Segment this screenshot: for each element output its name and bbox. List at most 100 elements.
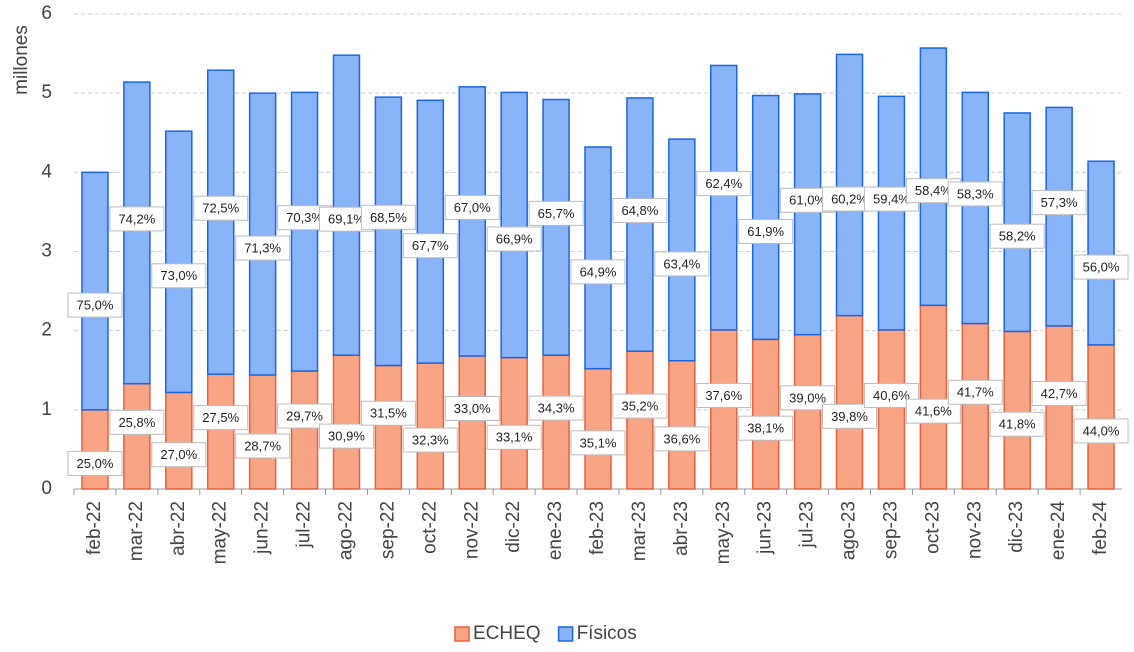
label-box <box>570 430 626 456</box>
data-label: 37,6% <box>705 388 742 403</box>
bar-segment <box>584 367 612 490</box>
x-tick-label: sep-23 <box>880 501 901 559</box>
data-label: 63,4% <box>663 256 700 271</box>
bar-segment <box>626 350 654 490</box>
bar-segment <box>919 47 948 307</box>
bar-segment <box>668 138 696 362</box>
bar-segment <box>81 171 109 411</box>
x-tick-label: sep-22 <box>377 501 398 559</box>
x-tick-label: abr-23 <box>671 501 692 556</box>
bar-segment <box>877 329 906 490</box>
label-box <box>402 233 458 259</box>
x-tick-label: mar-22 <box>126 501 147 561</box>
data-label: 64,8% <box>621 203 658 218</box>
label-box <box>402 427 458 453</box>
data-label: 39,8% <box>831 409 868 424</box>
data-label: 34,3% <box>538 401 575 416</box>
x-tick-label: ago-23 <box>839 501 860 560</box>
label-box <box>738 415 794 441</box>
bar-segment <box>793 333 822 490</box>
bar-segment <box>751 94 780 341</box>
bar-segment <box>919 304 948 490</box>
data-label: 75,0% <box>77 298 114 313</box>
label-box <box>570 259 626 285</box>
data-label: 58,2% <box>999 229 1036 244</box>
bar-segment <box>584 146 612 370</box>
bar-segment <box>1087 160 1115 346</box>
y-tick-label: 2 <box>41 320 52 341</box>
bar-segment <box>835 53 864 317</box>
label-box <box>109 409 165 435</box>
bar-segment <box>961 322 990 490</box>
data-label: 57,3% <box>1041 195 1078 210</box>
data-label: 35,1% <box>580 435 617 450</box>
label-box <box>528 200 584 226</box>
y-tick-label: 3 <box>41 241 52 262</box>
bar-segment <box>81 409 109 490</box>
bar-segment <box>206 373 235 490</box>
data-label: 44,0% <box>1083 423 1120 438</box>
data-label: 67,7% <box>412 238 449 253</box>
bar-segment <box>248 92 277 376</box>
x-tick-label: oct-22 <box>419 501 440 554</box>
bar-segment <box>1045 325 1073 490</box>
bar-segment <box>290 370 319 490</box>
y-tick-label: 4 <box>41 161 52 182</box>
data-label: 28,7% <box>244 438 281 453</box>
data-label: 68,5% <box>370 210 407 225</box>
label-box <box>486 226 542 252</box>
label-box <box>444 194 500 220</box>
label-box <box>67 450 123 476</box>
data-label: 39,0% <box>789 390 826 405</box>
label-box <box>67 292 123 318</box>
data-label: 74,2% <box>118 211 155 226</box>
y-axis-label: millones <box>11 25 32 95</box>
bar-segment <box>668 360 696 490</box>
data-label: 27,5% <box>202 410 239 425</box>
bar-segment <box>123 382 151 490</box>
x-tick-label: dic-23 <box>1006 501 1027 553</box>
legend-label: Físicos <box>577 623 637 644</box>
data-label: 27,0% <box>160 447 197 462</box>
bar-segment <box>835 314 864 490</box>
label-box <box>193 405 249 431</box>
data-label: 71,3% <box>244 241 281 256</box>
x-tick-label: feb-23 <box>587 501 608 555</box>
bar-segment <box>1045 106 1073 327</box>
x-tick-label: jul-23 <box>797 501 818 548</box>
bar-segment <box>793 93 822 336</box>
label-box <box>151 442 207 468</box>
data-label: 56,0% <box>1083 260 1120 275</box>
data-label: 33,0% <box>454 401 491 416</box>
bar-segment <box>1003 330 1031 490</box>
label-box <box>1031 380 1087 406</box>
legend-swatch <box>557 626 574 642</box>
label-box <box>612 393 668 419</box>
bar-segment <box>1003 112 1031 333</box>
label-box <box>654 426 710 452</box>
data-label: 31,5% <box>370 406 407 421</box>
bar-segment <box>500 356 528 490</box>
bar-segment <box>500 91 528 359</box>
label-box <box>1073 418 1129 444</box>
data-label: 59,4% <box>873 192 910 207</box>
bar-segment <box>751 338 780 490</box>
bar-segment <box>206 69 235 375</box>
data-label: 41,8% <box>999 417 1036 432</box>
y-tick-label: 1 <box>41 399 52 420</box>
data-label: 73,0% <box>160 268 197 283</box>
bar-segment <box>710 64 738 331</box>
label-box <box>151 263 207 289</box>
bar-segment <box>374 364 403 490</box>
data-label: 60,2% <box>831 191 868 206</box>
bar-segment <box>416 362 445 490</box>
bar-segment <box>710 329 738 490</box>
x-tick-label: ago-22 <box>335 501 356 560</box>
bar-segment <box>248 374 277 490</box>
bar-segment <box>961 91 990 325</box>
x-tick-label: mar-23 <box>629 501 650 561</box>
bar-segment <box>416 99 445 364</box>
x-tick-label: nov-23 <box>964 501 985 559</box>
label-box <box>989 411 1045 437</box>
